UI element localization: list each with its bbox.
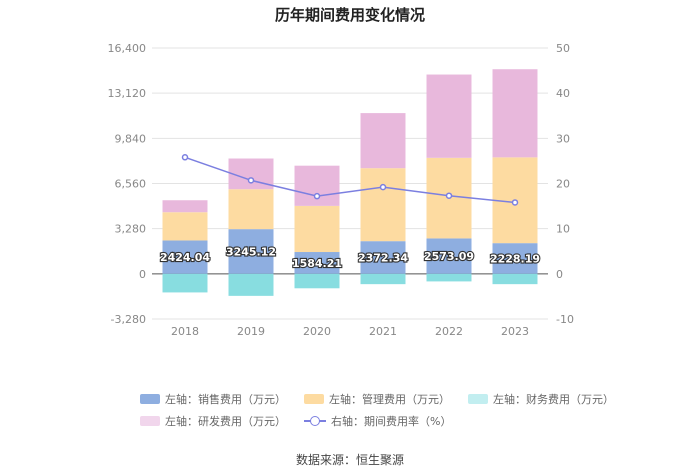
- left-axis-tick-label: -3,280: [111, 313, 146, 326]
- bar-财务费用: [360, 273, 406, 285]
- x-axis-tick-label: 2021: [369, 325, 397, 338]
- bar-财务费用: [426, 273, 472, 282]
- bar-财务费用: [492, 273, 538, 285]
- legend-swatch-sales: [140, 394, 160, 404]
- legend-item-sales[interactable]: 左轴：销售费用（万元）: [140, 391, 286, 407]
- bar-研发费用: [426, 74, 472, 158]
- left-axis-tick-label: 6,560: [115, 178, 147, 191]
- chart-area: -3,280 0 3,280 6,560 9,840 13,120 16,400 -10 0 10…: [108, 42, 574, 338]
- bar-管理费用: [360, 168, 406, 242]
- left-axis-tick-label: 9,840: [115, 132, 147, 145]
- bar-data-label: 2372.34: [358, 251, 408, 264]
- bar-data-label: 3245.12: [226, 245, 276, 258]
- legend-label-admin: 左轴：管理费用（万元）: [329, 393, 450, 406]
- bar-data-label: 2228.19: [490, 252, 540, 265]
- bar-销售费用: [426, 238, 472, 274]
- x-axis-tick-label: 2019: [237, 325, 265, 338]
- bar-销售费用: [360, 241, 406, 274]
- right-axis-tick-label: 0: [556, 268, 563, 281]
- bar-研发费用: [492, 69, 538, 158]
- bar-财务费用: [228, 273, 274, 296]
- bar-销售费用: [294, 252, 340, 274]
- right-axis-tick-label: 10: [556, 223, 570, 236]
- legend-item-rate[interactable]: 右轴：期间费用率（%）: [304, 413, 451, 429]
- rate-point: [313, 192, 321, 200]
- legend-item-finance[interactable]: 左轴：财务费用（万元）: [468, 391, 614, 407]
- bar-研发费用: [360, 113, 406, 169]
- rate-point: [445, 192, 453, 199]
- x-axis-tick-label: 2020: [303, 325, 331, 338]
- bar-data-label: 2573.09: [424, 250, 474, 263]
- legend-label-rate: 右轴：期间费用率（%）: [331, 415, 452, 428]
- bar-管理费用: [294, 205, 340, 253]
- legend: 左轴：销售费用（万元） 左轴：管理费用（万元） 左轴：财务费用（万元） 左轴：研…: [140, 388, 614, 432]
- left-axis-tick-label: 16,400: [108, 42, 147, 55]
- rate-point: [247, 177, 255, 184]
- legend-label-sales: 左轴：销售费用（万元）: [165, 393, 286, 406]
- left-axis-tick-label: 13,120: [108, 87, 147, 100]
- legend-label-rnd: 左轴：研发费用（万元）: [165, 415, 286, 428]
- bar-销售费用: [162, 240, 208, 274]
- left-axis-tick-label: 3,280: [115, 223, 147, 236]
- rate-point: [511, 199, 519, 206]
- right-axis-tick-label: 20: [556, 178, 570, 191]
- bar-财务费用: [294, 273, 340, 289]
- legend-line-marker-icon: [304, 415, 326, 427]
- right-axis-tick-label: 40: [556, 87, 570, 100]
- legend-item-admin[interactable]: 左轴：管理费用（万元）: [304, 391, 450, 407]
- rate-point: [181, 154, 189, 161]
- bar-data-label: 1584.21: [292, 257, 342, 270]
- x-axis-tick-label: 2018: [171, 325, 199, 338]
- bar-研发费用: [162, 200, 208, 213]
- legend-swatch-admin: [304, 394, 324, 404]
- right-axis-tick-label: 30: [556, 132, 570, 145]
- legend-swatch-finance: [468, 394, 488, 404]
- x-axis-tick-label: 2023: [501, 325, 529, 338]
- legend-swatch-rnd: [140, 416, 160, 426]
- bar-销售费用: [228, 229, 274, 274]
- right-axis-tick-label: -10: [556, 313, 574, 326]
- bar-data-label: 2424.04: [160, 251, 210, 264]
- bar-财务费用: [162, 273, 208, 293]
- left-axis-tick-label: 0: [139, 268, 146, 281]
- bar-研发费用: [294, 165, 340, 206]
- chart-title: 历年期间费用变化情况: [274, 6, 425, 24]
- right-axis-tick-label: 50: [556, 42, 570, 55]
- legend-item-rnd[interactable]: 左轴：研发费用（万元）: [140, 413, 286, 429]
- rate-line: [184, 156, 516, 204]
- legend-label-finance: 左轴：财务费用（万元）: [493, 393, 614, 406]
- x-axis-tick-label: 2022: [435, 325, 463, 338]
- rate-point: [379, 183, 387, 191]
- bar-管理费用: [162, 212, 208, 241]
- data-source: 数据来源：恒生聚源: [295, 453, 404, 467]
- bar-销售费用: [492, 243, 538, 274]
- bar-管理费用: [228, 189, 274, 230]
